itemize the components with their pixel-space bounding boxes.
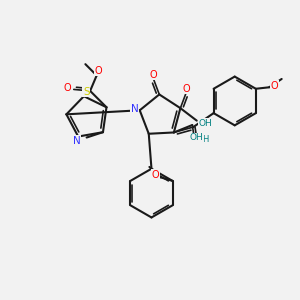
Text: H: H bbox=[202, 135, 209, 144]
Text: O: O bbox=[271, 81, 278, 91]
Text: N: N bbox=[73, 136, 81, 146]
Text: O: O bbox=[182, 83, 190, 94]
Text: O: O bbox=[94, 66, 102, 76]
Text: OH: OH bbox=[190, 133, 204, 142]
Text: N: N bbox=[130, 104, 138, 114]
Text: S: S bbox=[83, 87, 90, 97]
Text: O: O bbox=[63, 83, 71, 93]
Text: O: O bbox=[149, 70, 157, 80]
Text: OH: OH bbox=[198, 118, 212, 127]
Text: O: O bbox=[152, 170, 159, 180]
